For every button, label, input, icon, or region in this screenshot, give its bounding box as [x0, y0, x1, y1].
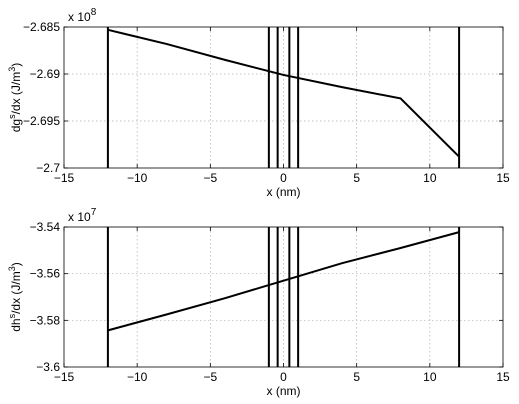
y-tick-label: −2.685 [23, 20, 60, 34]
x-tick-label: 0 [280, 370, 287, 384]
x-tick-label: 5 [353, 370, 360, 384]
x-tick-label: −15 [54, 171, 75, 185]
y-axis-label-part: 3 [7, 266, 17, 271]
y-axis-label-part: dg [9, 119, 23, 132]
chart-panel-2: −15 −10 −5 0 5 10 15−3.6−3.58−3.56−3.54x 107x … [7, 207, 510, 398]
y-axis-label-part: s [7, 313, 17, 318]
y-tick-label: −3.54 [30, 220, 61, 234]
chart-panel-1: −15 −10 −5 0 5 10 15 −2.7 −2.695 −2.69 −2.685 x 108… [7, 7, 510, 199]
x-tick-label: 5 [353, 171, 360, 185]
y-axis-label-part: /dx (J/m [9, 271, 23, 314]
exponent-base: x 10 [68, 210, 91, 224]
y-axis-label-part: 3 [7, 67, 17, 72]
x-tick-label: −15 [54, 370, 75, 384]
x-tick-label: 15 [496, 171, 510, 185]
y-axis-label: dhs/dx (J/m3) [7, 262, 23, 332]
exponent-label: x 107 [68, 207, 97, 224]
x-tick-label: 10 [423, 171, 437, 185]
exponent-label: x 108 [68, 7, 97, 24]
x-axis-label: x (nm) [267, 185, 301, 199]
y-tick-label: −3.56 [30, 267, 61, 281]
x-axis-label: x (nm) [267, 384, 301, 398]
x-tick-label: −10 [127, 171, 148, 185]
y-axis-label-part: s [7, 114, 17, 119]
x-tick-label: 0 [280, 171, 287, 185]
exponent-base: x 10 [68, 10, 91, 24]
x-tick-label: −5 [203, 370, 217, 384]
y-axis-label-part: ) [9, 262, 23, 266]
y-tick-label: −2.7 [36, 161, 60, 175]
exponent-power: 7 [91, 207, 97, 218]
y-tick-label: −3.6 [36, 360, 60, 374]
x-tick-label: −5 [203, 171, 217, 185]
y-tick-label: −3.58 [30, 313, 61, 327]
x-tick-label: 15 [496, 370, 510, 384]
series-line-1 [107, 231, 460, 332]
y-axis-label-part: ) [9, 63, 23, 67]
y-axis-label: dgs/dx (J/m3) [7, 63, 23, 133]
y-axis-label-part: dh [9, 318, 23, 331]
x-tick-label: 10 [423, 370, 437, 384]
y-tick-label: −2.69 [30, 67, 61, 81]
series-line-1 [107, 28, 460, 158]
y-axis-label-part: /dx (J/m [9, 72, 23, 115]
y-tick-label: −2.695 [23, 114, 60, 128]
exponent-power: 8 [91, 7, 97, 18]
x-tick-label: −10 [127, 370, 148, 384]
